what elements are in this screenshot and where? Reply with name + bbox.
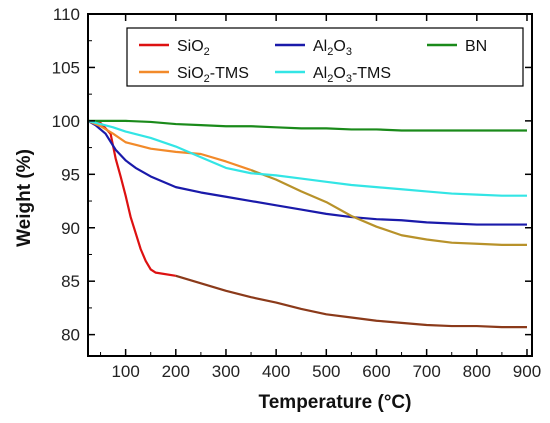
legend-label-bn: BN [465,38,487,55]
y-tick-label: 105 [52,58,80,77]
x-axis-title: Temperature (°C) [259,392,412,413]
x-tick-label: 500 [312,362,340,381]
x-tick-label: 200 [162,362,190,381]
plot-frame [87,13,533,357]
series-line-al2o3_tms [87,119,527,197]
legend-label-sio2_tms: SiO2-TMS [177,65,249,85]
legend-label-al2o3_tms: Al2O3-TMS [313,65,391,85]
series-line-sio2_tms [87,119,252,172]
y-tick-label: 95 [61,165,80,184]
y-tick-label: 90 [61,219,80,238]
x-tick-label: 900 [513,362,541,381]
x-tick-label: 700 [412,362,440,381]
legend: SiO2 Al2O3 BN SiO2-TMS Al2O3-TMS [126,27,524,87]
series-line-sio2_tms-tail [250,169,527,246]
x-tick-label: 300 [212,362,240,381]
series-line-al2o3 [87,119,527,226]
y-tick-label: 85 [61,272,80,291]
x-tick-label: 600 [362,362,390,381]
series-line-sio2-tail [175,274,527,329]
y-tick-label: 80 [61,326,80,345]
series-line-bn [88,119,527,132]
y-tick-label: 110 [53,5,80,24]
y-tick-label: 100 [52,112,80,131]
x-tick-label: 400 [262,362,290,381]
y-axis-title: Weight (%) [14,149,35,247]
x-tick-label: 100 [111,362,139,381]
legend-label-al2o3: Al2O3 [313,38,352,58]
legend-box [126,27,524,87]
legend-label-sio2: SiO2 [177,38,210,58]
series-layer [87,119,527,329]
axes-layer: 100 200 300 400 500 600 700 800 900 80 85 90 95 100 10… [52,5,542,381]
series-line-sio2 [87,119,176,277]
x-tick-label: 800 [463,362,491,381]
